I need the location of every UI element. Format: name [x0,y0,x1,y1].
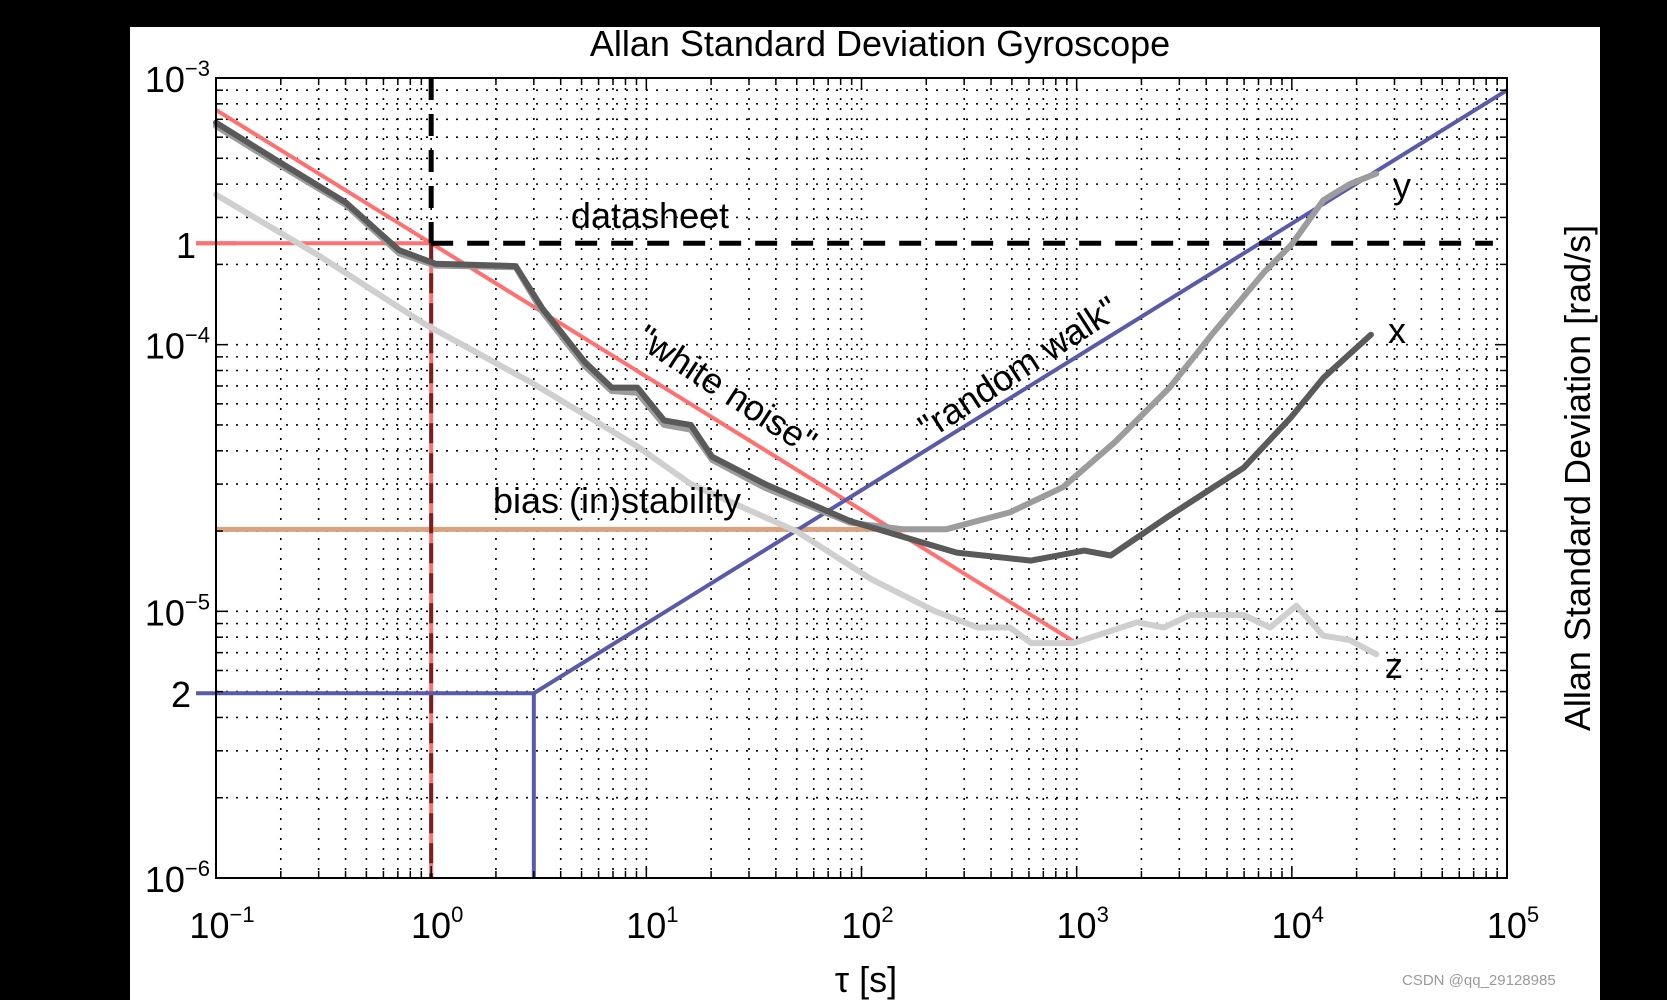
x-tick-label: 10−1 [189,902,254,946]
series-label-z: z [1385,645,1403,686]
reference-lines [196,78,1509,878]
marker-label-1: 1 [176,225,196,266]
y-tick-label: 10−4 [145,323,210,367]
series-label-y: y [1393,165,1411,206]
x-tick-label: 100 [411,902,463,946]
y-axis-label: Allan Standard Deviation [rad/s] [1557,225,1598,731]
y-tick-label: 10−6 [145,856,210,900]
axis-ticks: 10−1 100 101 102 103 104 105 10−3 10−4 10−5 10−6 [145,56,1539,946]
y-tick-label: 10−3 [145,56,210,100]
x-axis-label: τ [s] [835,959,897,1000]
series-line-z [213,191,1380,658]
random-walk-line [532,88,1509,695]
x-tick-label: 101 [626,902,678,946]
x-tick-label: 103 [1057,902,1109,946]
marker-label-2: 2 [171,674,191,715]
series-label-x: x [1388,310,1406,351]
x-tick-label: 104 [1272,902,1324,946]
x-tick-label: 105 [1487,902,1539,946]
grid [216,78,1507,878]
x-tick-label: 102 [841,902,893,946]
chart-title: Allan Standard Deviation Gyroscope [590,23,1170,64]
white-noise-line [214,108,1078,645]
series-line-x [213,119,1374,564]
watermark: CSDN @qq_29128985 [1402,972,1556,989]
annotation-bias-instability: bias (in)stability [493,480,741,521]
annotation-datasheet: datasheet [571,195,729,236]
y-tick-label: 10−5 [145,589,210,633]
series-lines [213,119,1380,658]
